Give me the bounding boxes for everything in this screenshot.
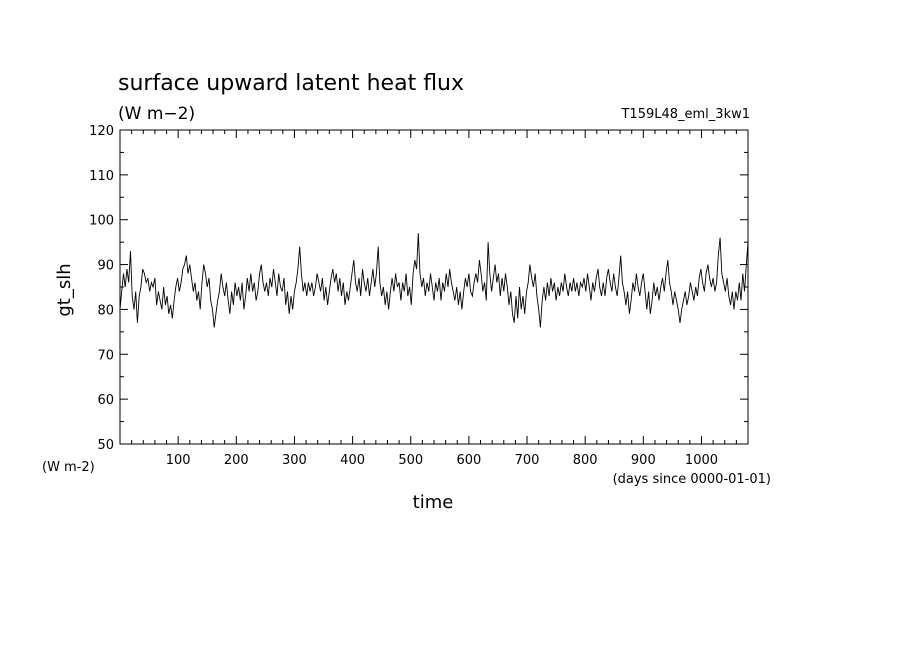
chart-units: (W m−2) xyxy=(118,104,195,124)
run-label: T159L48_eml_3kw1 xyxy=(620,107,750,122)
y-tick-label: 90 xyxy=(97,259,114,274)
x-tick-label: 100 xyxy=(166,453,191,468)
plot-area: 100 200 300 400 500 600 700 800 900 1000 50 60 70 80… xyxy=(89,124,749,468)
y-tick-label: 80 xyxy=(97,303,114,318)
x-tick-label: 500 xyxy=(398,453,423,468)
y-tick-label: 120 xyxy=(89,124,114,139)
x-tick-label: 1000 xyxy=(685,453,718,468)
y-axis: 50 60 70 80 90 100 110 120 xyxy=(89,124,748,453)
x-axis: 100 200 300 400 500 600 700 800 900 1000 xyxy=(119,130,749,468)
chart-title: surface upward latent heat flux xyxy=(118,71,464,96)
x-tick-label: 400 xyxy=(340,453,365,468)
x-tick-label: 700 xyxy=(515,453,540,468)
y-tick-label: 60 xyxy=(97,393,114,408)
x-tick-label: 800 xyxy=(573,453,598,468)
y-tick-label: 50 xyxy=(97,438,114,453)
y-tick-label: 110 xyxy=(89,169,114,184)
x-unit-label: (days since 0000-01-01) xyxy=(613,472,771,487)
x-axis-title: time xyxy=(413,492,454,513)
series-line xyxy=(119,233,749,328)
x-tick-label: 300 xyxy=(282,453,307,468)
y-tick-label: 100 xyxy=(89,214,114,229)
y-unit-label: (W m-2) xyxy=(42,460,95,475)
x-tick-label: 200 xyxy=(224,453,249,468)
y-tick-label: 70 xyxy=(97,348,114,363)
x-tick-label: 900 xyxy=(631,453,656,468)
y-axis-title: gt_slh xyxy=(54,263,75,316)
x-tick-label: 600 xyxy=(456,453,481,468)
